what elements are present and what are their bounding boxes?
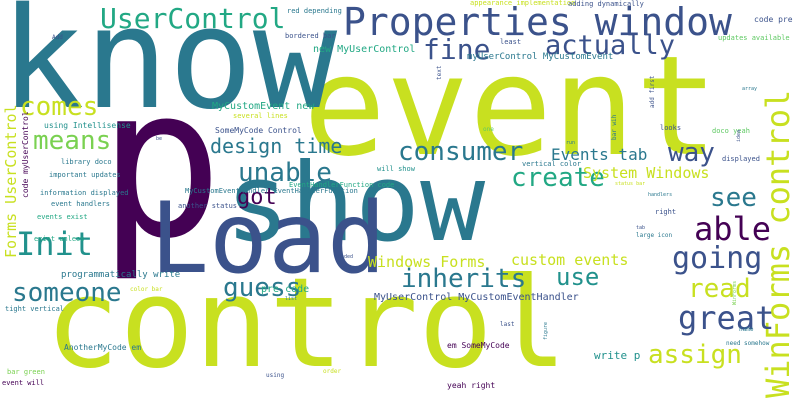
word-exist-unless: exist unless [34, 235, 85, 243]
word-displayed: displayed [722, 155, 760, 163]
word-handlers: handlers [648, 192, 673, 198]
word-add: Add [52, 34, 63, 41]
word-right: right [655, 208, 677, 216]
word-loaded: loaded [335, 254, 354, 260]
word-control: control [45, 252, 568, 396]
word-usercontrol: UserControl [100, 2, 286, 35]
word-great: great [678, 299, 775, 337]
word-programmatically-write: programmatically write [61, 270, 181, 280]
word-event-handlers: event handlers [51, 200, 111, 208]
word-run: run [566, 140, 576, 146]
word-library-doco: library doco [61, 158, 112, 166]
word-em-somemycode: em SomeMyCode [447, 341, 510, 350]
word-text: text [436, 65, 443, 80]
word-information-displayed: information displayed [40, 189, 129, 197]
word-bar-green: bar green [7, 368, 45, 376]
word-winforms-small: WinForms [732, 280, 738, 305]
word-init: Init [16, 225, 94, 263]
word-several-lines: several lines [233, 112, 288, 120]
word-forms-usercontrol: Forms UserControl [2, 104, 20, 258]
word-events-tab: Events tab [551, 145, 648, 164]
word-adding-dynamically: adding dynamically [568, 0, 644, 8]
word-list: list [285, 296, 298, 302]
word-create: create [511, 163, 605, 193]
word-somemycode-control: SomeMyCode Control [215, 126, 302, 135]
word-actually: actually [545, 30, 676, 61]
word-write-p: write p [594, 349, 641, 362]
word-system-windows: System Windows [583, 164, 710, 182]
word-assign: assign [648, 340, 742, 370]
word-figure: figure [543, 321, 549, 340]
word-bordered-bar: bordered bar [285, 32, 336, 40]
word-new-myusercontrol: new MyUserControl [313, 44, 416, 55]
word-got: got [237, 185, 277, 210]
word-pre-code: pre code [261, 284, 310, 295]
word-looks: looks [660, 124, 682, 132]
word-using-intellisense: using Intellisense [44, 121, 131, 130]
word-show: show [225, 141, 486, 266]
word-idea: idea [736, 129, 742, 142]
word-another-status: another status [178, 202, 238, 210]
word-know: know [0, 0, 338, 141]
word-able: able [694, 210, 772, 248]
word-event: event [303, 26, 719, 187]
word-anothermycode-em: AnotherMyCode em [64, 343, 142, 352]
word-using: using [266, 372, 285, 379]
word-bar-wih: bar wih [611, 114, 618, 140]
word-doco-yeah: doco yeah [712, 127, 750, 135]
word-one: one [483, 126, 494, 133]
word-large-icon: large icon [636, 232, 673, 239]
word-event-will: event will [2, 379, 45, 387]
word-someone: someone [12, 278, 122, 308]
word-last: last [500, 321, 515, 328]
word-add-first: add first [649, 75, 656, 108]
word-myusercontrol-mycustomeventhandler: MyUserControl MyCustomEventHandler [374, 292, 579, 303]
word-fine: fine [423, 33, 491, 66]
word-mycustomeventhandler-eventhandlerfunction: MyCustomEventHandler EventHandlerFunctio… [185, 187, 358, 195]
word-array: array [742, 86, 758, 92]
word-read: read [688, 274, 751, 304]
word-way: way [668, 138, 715, 168]
word-eventhandlerfunction-code: EventHandlerFunction code [289, 181, 395, 189]
word-red-depending: red depending [287, 7, 342, 15]
word-appearance-implementation: appearance implementation [470, 0, 576, 7]
word-events-exist: events exist [37, 213, 88, 221]
word-vertical-color: vertical color [522, 160, 582, 168]
word-yeah-right: yeah right [447, 381, 496, 390]
word-tab: tab [636, 225, 646, 231]
word-load: Load [150, 182, 387, 296]
word-mycustomevent-new: MyCustomEvent new [212, 101, 315, 112]
word-myusercontrol-mycustomevent: myUserControl MyCustomEvent [467, 52, 614, 62]
word-least: least [500, 38, 522, 46]
word-guess: guess [223, 273, 302, 303]
word-means: means [33, 126, 112, 156]
word-properties-window: Properties window [343, 0, 732, 44]
word-inherits: inherits [401, 264, 527, 294]
word-be: be [156, 136, 163, 142]
word-updates-available: updates available [718, 34, 790, 42]
word-consumer: consumer [398, 137, 524, 167]
word-will-show: will show [377, 165, 415, 173]
word-order: order [323, 368, 342, 375]
word-comes: comes [20, 92, 99, 122]
word-see: see [710, 183, 757, 213]
word-p: p [98, 43, 224, 285]
word-tight-vertical: tight vertical [5, 305, 65, 313]
word-status-bar: status bar [615, 181, 646, 187]
word-going: going [672, 241, 763, 276]
word-need-somehow: need somehow [726, 340, 770, 347]
word-code-myusercontrol: code myUserControl [21, 111, 30, 198]
word-windows-forms: Windows Forms [368, 253, 486, 271]
word-name: name [739, 326, 754, 333]
word-code-pre: code pre [754, 15, 793, 24]
word-design-time: design time [210, 134, 343, 158]
word-unable: unable [238, 158, 332, 188]
word-custom-events: custom events [511, 251, 629, 269]
word-important-updates: important updates [49, 171, 121, 179]
word-use: use [556, 263, 600, 291]
word-color-bar: color bar [130, 286, 163, 293]
